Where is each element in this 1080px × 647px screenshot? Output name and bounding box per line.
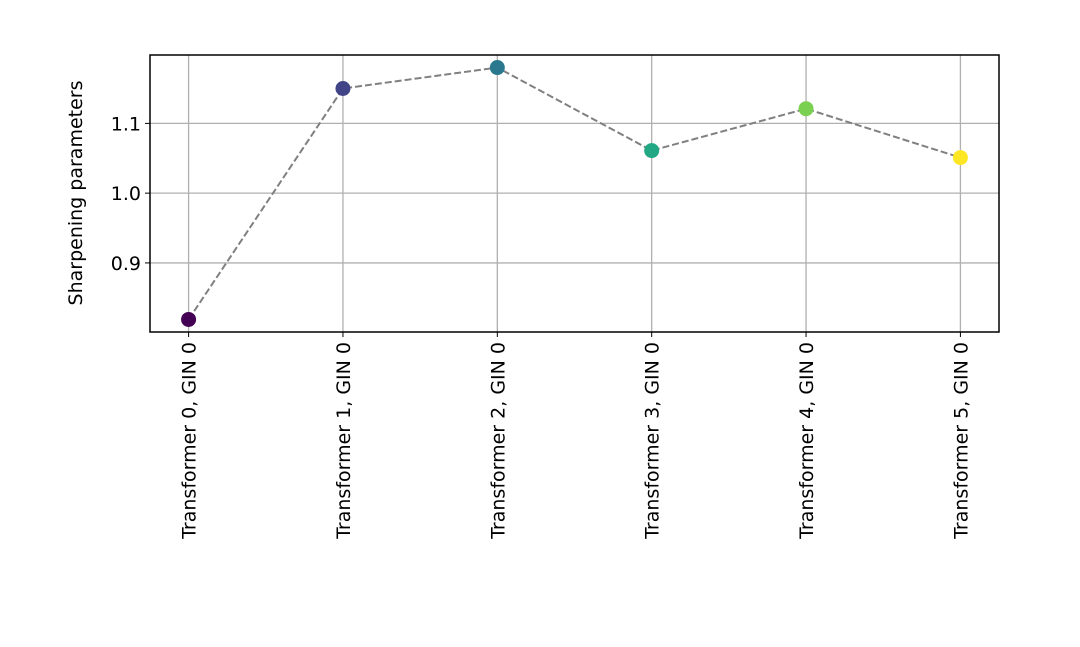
y-tick-label: 1.1: [111, 113, 141, 135]
y-tick-label: 0.9: [111, 253, 141, 275]
point: [798, 101, 814, 117]
x-tick-label: Transformer 4, GIN 0: [796, 342, 818, 540]
point: [489, 60, 505, 76]
point: [644, 143, 660, 159]
x-tick-label: Transformer 0, GIN 0: [179, 342, 201, 540]
x-tick-label: Transformer 3, GIN 0: [642, 342, 664, 540]
x-tick-label: Transformer 5, GIN 0: [950, 342, 972, 540]
point: [181, 311, 197, 327]
point: [335, 80, 351, 96]
y-tick-label: 1.0: [111, 183, 141, 205]
x-tick-label: Transformer 2, GIN 0: [487, 342, 509, 540]
y-axis-label: Sharpening parameters: [65, 81, 87, 306]
x-tick-label: Transformer 1, GIN 0: [333, 342, 355, 540]
point: [952, 150, 968, 166]
plot-frame: [149, 54, 1000, 333]
line: [187, 66, 961, 320]
